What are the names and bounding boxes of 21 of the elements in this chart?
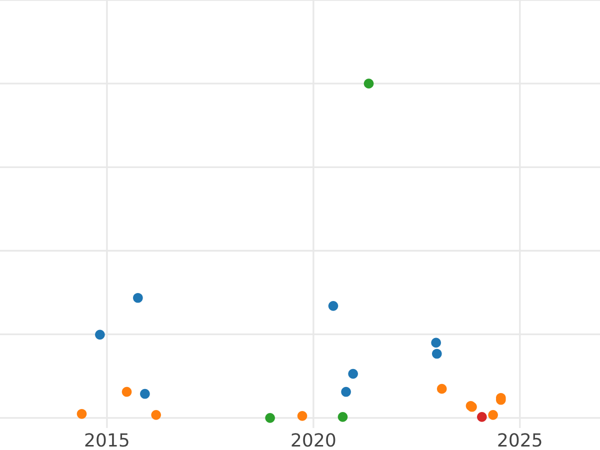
point <box>297 411 308 421</box>
point <box>328 301 338 311</box>
point <box>431 338 441 348</box>
point <box>76 409 87 419</box>
point <box>95 330 105 340</box>
x-tick-label: 2025 <box>498 433 542 447</box>
point <box>140 388 150 399</box>
point <box>122 386 132 397</box>
point <box>432 348 442 359</box>
point <box>436 384 447 394</box>
point <box>341 386 351 397</box>
point <box>488 410 498 420</box>
point <box>364 78 374 88</box>
x-tick-label: 2015 <box>85 433 128 447</box>
point <box>348 368 358 379</box>
point <box>265 413 275 423</box>
x-tick-label: 2020 <box>292 433 336 447</box>
point <box>133 292 143 303</box>
point <box>151 410 161 420</box>
point <box>476 412 487 422</box>
point <box>338 412 348 422</box>
